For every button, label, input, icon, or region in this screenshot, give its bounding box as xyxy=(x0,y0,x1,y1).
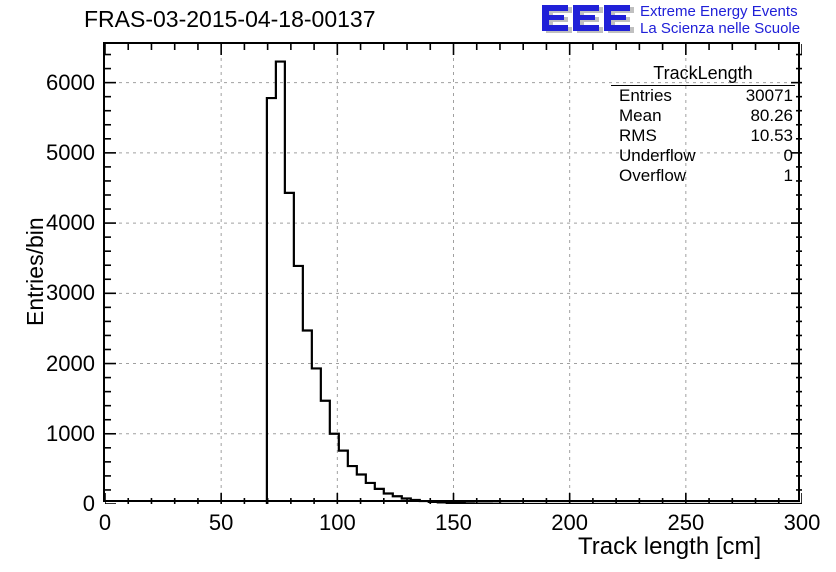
stats-row: Entries 30071 xyxy=(611,86,795,106)
y-tick-label: 6000 xyxy=(46,69,95,95)
stats-row-value: 0 xyxy=(783,146,793,165)
stats-row-key: RMS xyxy=(619,126,657,145)
y-tick-label: 1000 xyxy=(46,420,95,446)
stats-box: TrackLength Entries 30071 Mean 80.26 RMS 10.5… xyxy=(611,63,795,186)
x-tick-label: 250 xyxy=(667,510,705,535)
x-tick-label: 300 xyxy=(783,510,821,535)
eee-logo: Extreme Energy Events La Scienza nelle S… xyxy=(540,2,836,38)
stats-row-key: Entries xyxy=(619,86,672,105)
page-title: FRAS-03-2015-04-18-00137 xyxy=(84,6,376,32)
stats-title: TrackLength xyxy=(611,63,795,86)
x-tick-label: 150 xyxy=(435,510,472,535)
stats-row: Overflow 1 xyxy=(611,166,795,186)
eee-logo-line2: La Scienza nelle Scuole xyxy=(640,20,801,37)
y-tick-label: 3000 xyxy=(46,280,95,306)
stats-row-key: Mean xyxy=(619,106,662,125)
x-tick-label: 50 xyxy=(208,510,234,535)
stats-row: Underflow 0 xyxy=(611,146,795,166)
stats-row-value: 10.53 xyxy=(750,126,793,145)
x-tick-label: 200 xyxy=(551,510,589,535)
y-tick-label: 5000 xyxy=(46,139,95,165)
stats-row-value: 80.26 xyxy=(750,106,793,125)
eee-logo-line1: Extreme Energy Events xyxy=(640,3,798,20)
stats-row-value: 1 xyxy=(783,166,793,185)
stats-rows: Entries 30071 Mean 80.26 RMS 10.53 Underflow 0 O… xyxy=(611,86,795,186)
axis-ticks xyxy=(105,44,802,504)
plot-canvas xyxy=(105,44,802,504)
plot-frame xyxy=(103,42,802,504)
x-tick-label: 0 xyxy=(98,510,112,535)
x-tick-label: 100 xyxy=(318,510,356,535)
stats-row-value: 30071 xyxy=(745,86,793,105)
histogram-series xyxy=(265,60,802,504)
stats-row-key: Underflow xyxy=(619,146,696,165)
eee-logo-text: Extreme Energy Events La Scienza nelle S… xyxy=(640,3,800,37)
stats-row: Mean 80.26 xyxy=(611,106,795,126)
y-tick-label: 2000 xyxy=(46,350,95,376)
y-tick-label: 4000 xyxy=(46,210,95,236)
stats-row: RMS 10.53 xyxy=(611,126,795,146)
y-tick-label: 0 xyxy=(82,491,95,516)
stats-row-key: Overflow xyxy=(619,166,687,185)
eee-mark-icon xyxy=(542,5,634,33)
x-axis-title: Track length [cm] xyxy=(578,533,762,560)
